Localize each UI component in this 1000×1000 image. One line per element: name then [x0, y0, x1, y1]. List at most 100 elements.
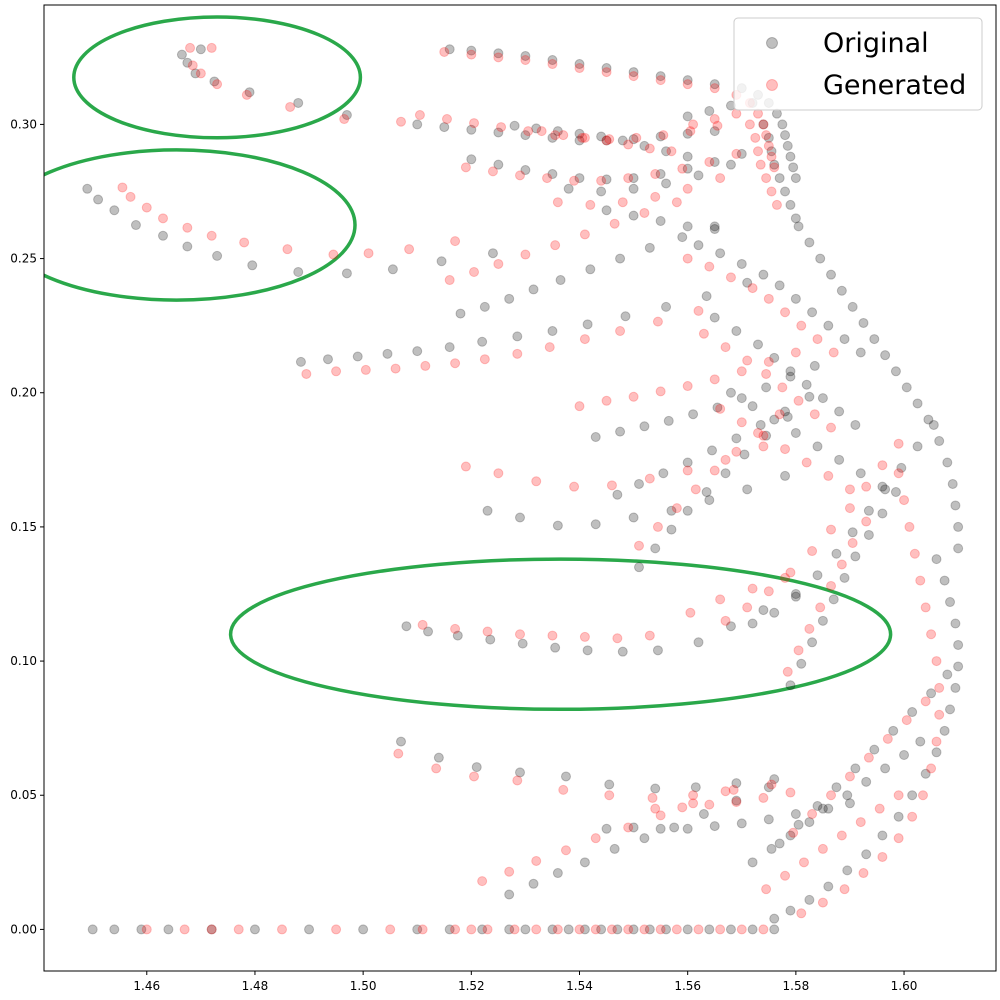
- data-point: [469, 771, 480, 782]
- data-point: [769, 913, 780, 924]
- data-point: [953, 521, 964, 532]
- data-point: [87, 924, 98, 935]
- data-point: [515, 512, 525, 523]
- data-point: [812, 334, 823, 345]
- x-tick-label: 1.54: [566, 979, 593, 993]
- data-point: [590, 519, 601, 530]
- data-point: [804, 894, 815, 905]
- data-point: [295, 356, 306, 367]
- data-point: [628, 210, 639, 221]
- data-point: [842, 865, 853, 876]
- data-point: [950, 500, 961, 511]
- data-point: [693, 170, 704, 181]
- data-point: [277, 924, 287, 935]
- data-point: [547, 630, 558, 641]
- data-point: [460, 162, 471, 173]
- data-point: [709, 465, 720, 476]
- data-point: [701, 487, 712, 498]
- data-point: [552, 868, 563, 879]
- data-point: [758, 269, 769, 280]
- data-point: [444, 924, 455, 935]
- data-point: [574, 59, 585, 70]
- data-point: [715, 248, 726, 259]
- data-point: [241, 89, 252, 100]
- data-point: [515, 170, 525, 181]
- legend-label-original: Original: [823, 28, 929, 59]
- data-point: [504, 293, 515, 304]
- data-point: [515, 629, 525, 640]
- data-point: [780, 470, 791, 481]
- data-point: [942, 457, 953, 468]
- data-point: [512, 348, 523, 359]
- data-point: [601, 395, 612, 406]
- data-point: [509, 924, 520, 935]
- data-point: [677, 232, 688, 243]
- data-point: [601, 823, 612, 834]
- legend-box: [733, 17, 983, 111]
- data-point: [763, 356, 774, 367]
- data-point: [496, 122, 507, 133]
- data-point: [130, 220, 141, 231]
- data-point: [617, 646, 628, 657]
- data-point: [206, 230, 217, 241]
- data-point: [893, 811, 904, 822]
- data-point: [807, 546, 818, 557]
- data-point: [669, 822, 680, 833]
- data-point: [828, 594, 839, 605]
- data-point: [634, 478, 644, 489]
- data-point: [195, 44, 206, 55]
- data-point: [423, 626, 434, 637]
- data-point: [141, 924, 152, 935]
- data-point: [195, 68, 206, 79]
- data-point: [847, 301, 858, 312]
- data-point: [579, 132, 590, 143]
- data-point: [639, 207, 650, 218]
- data-point: [785, 680, 796, 691]
- data-point: [582, 319, 593, 330]
- data-point: [785, 371, 796, 382]
- data-point: [912, 398, 923, 409]
- data-point: [493, 48, 504, 59]
- data-point: [709, 221, 720, 232]
- axes-frame: [43, 4, 997, 972]
- data-point: [590, 432, 601, 443]
- data-point: [731, 433, 742, 444]
- data-point: [647, 792, 658, 803]
- data-point: [807, 307, 818, 318]
- data-point: [117, 182, 128, 193]
- data-point: [658, 130, 669, 141]
- data-point: [520, 924, 531, 935]
- data-point: [163, 924, 174, 935]
- data-point: [917, 790, 928, 801]
- data-point: [736, 924, 747, 935]
- data-point: [939, 725, 950, 736]
- data-point: [682, 75, 693, 86]
- data-point: [807, 637, 818, 648]
- data-point: [620, 311, 631, 322]
- data-point: [758, 119, 769, 130]
- data-point: [520, 50, 531, 61]
- data-point: [804, 623, 815, 634]
- data-point: [249, 924, 260, 935]
- data-point: [785, 830, 796, 841]
- data-point: [652, 521, 663, 532]
- data-point: [412, 119, 423, 130]
- data-point: [855, 468, 866, 479]
- data-point: [720, 342, 731, 353]
- data-point: [141, 202, 152, 213]
- data-point: [817, 803, 828, 814]
- data-point: [477, 876, 488, 887]
- data-point: [801, 457, 812, 468]
- data-point: [709, 312, 720, 323]
- data-point: [698, 809, 709, 820]
- data-point: [769, 159, 780, 170]
- data-point: [774, 280, 785, 291]
- data-point: [382, 348, 393, 359]
- data-point: [901, 382, 912, 393]
- data-point: [671, 924, 682, 935]
- data-point: [858, 317, 869, 328]
- data-point: [634, 540, 644, 551]
- data-point: [731, 778, 742, 789]
- x-tick-label: 1.46: [133, 979, 160, 993]
- data-point: [793, 819, 804, 830]
